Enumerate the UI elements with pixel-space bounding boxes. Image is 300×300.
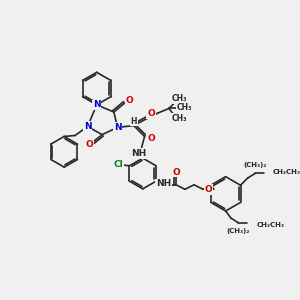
Text: CH₂CH₃: CH₂CH₃ (273, 169, 300, 175)
Text: O: O (147, 134, 155, 143)
Text: N: N (114, 123, 121, 132)
Text: O: O (85, 140, 93, 149)
Text: CH₃: CH₃ (177, 103, 192, 112)
Text: O: O (172, 168, 180, 177)
Text: CH₃: CH₃ (171, 94, 187, 103)
Text: (CH₃)₂: (CH₃)₂ (243, 162, 267, 168)
Text: NH: NH (156, 179, 171, 188)
Text: N: N (93, 100, 100, 109)
Text: N: N (84, 122, 92, 131)
Text: O: O (205, 185, 212, 194)
Text: H: H (130, 117, 137, 126)
Text: (CH₃)₂: (CH₃)₂ (226, 228, 250, 234)
Text: CH₃: CH₃ (171, 114, 187, 123)
Text: CH₂CH₃: CH₂CH₃ (256, 221, 284, 227)
Text: Cl: Cl (114, 160, 124, 169)
Text: O: O (147, 110, 155, 118)
Text: O: O (125, 96, 133, 105)
Text: NH: NH (131, 149, 147, 158)
